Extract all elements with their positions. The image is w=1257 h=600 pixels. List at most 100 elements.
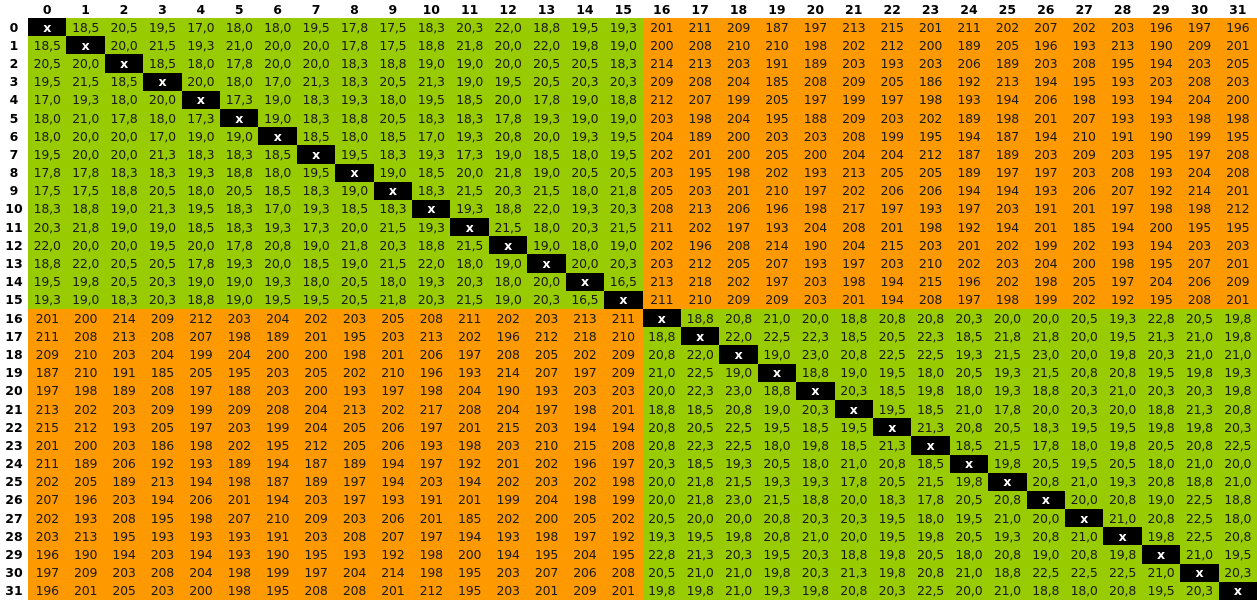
matrix-cell[interactable]: 202: [373, 399, 413, 419]
matrix-cell[interactable]: 213: [66, 527, 105, 546]
matrix-cell[interactable]: 202: [988, 236, 1027, 255]
matrix-cell[interactable]: 18,5: [66, 18, 105, 37]
matrix-cell[interactable]: 20,5: [104, 18, 144, 37]
matrix-cell[interactable]: 201: [488, 454, 528, 473]
matrix-cell[interactable]: 18,3: [181, 145, 221, 164]
matrix-cell[interactable]: 20,8: [911, 563, 950, 582]
matrix-cell[interactable]: 187: [757, 18, 797, 37]
matrix-cell[interactable]: 18,5: [181, 218, 221, 237]
matrix-cell[interactable]: 189: [104, 472, 144, 491]
matrix-cell[interactable]: 22,5: [719, 436, 758, 455]
diagonal-cell[interactable]: x: [373, 181, 413, 200]
matrix-cell[interactable]: 193: [1103, 236, 1142, 255]
matrix-cell[interactable]: 197: [335, 472, 374, 491]
matrix-cell[interactable]: 18,3: [373, 199, 413, 219]
matrix-cell[interactable]: 192: [949, 72, 989, 91]
matrix-cell[interactable]: 19,3: [66, 90, 105, 109]
matrix-cell[interactable]: 19,0: [1141, 490, 1181, 510]
matrix-cell[interactable]: 193: [488, 527, 528, 546]
matrix-cell[interactable]: 21,0: [1180, 454, 1219, 473]
matrix-cell[interactable]: 23,0: [719, 381, 758, 400]
matrix-cell[interactable]: 193: [143, 527, 182, 546]
matrix-cell[interactable]: 20,5: [565, 54, 605, 73]
matrix-cell[interactable]: 218: [680, 272, 720, 291]
matrix-cell[interactable]: 20,0: [949, 581, 989, 600]
matrix-cell[interactable]: 18,5: [104, 72, 144, 91]
matrix-cell[interactable]: 195: [104, 527, 144, 546]
matrix-cell[interactable]: 17,0: [181, 18, 221, 37]
matrix-cell[interactable]: 204: [834, 145, 873, 164]
matrix-cell[interactable]: 198: [988, 108, 1027, 128]
matrix-cell[interactable]: 18,0: [565, 236, 605, 255]
matrix-cell[interactable]: 203: [1218, 72, 1257, 91]
matrix-cell[interactable]: 201: [450, 490, 489, 510]
matrix-cell[interactable]: 194: [258, 490, 297, 510]
matrix-cell[interactable]: 193: [66, 509, 105, 528]
matrix-cell[interactable]: 20,0: [66, 54, 105, 73]
matrix-cell[interactable]: 21,5: [911, 472, 950, 491]
matrix-cell[interactable]: 202: [911, 108, 950, 128]
matrix-cell[interactable]: 21,0: [719, 563, 758, 582]
matrix-cell[interactable]: 203: [680, 181, 720, 200]
matrix-cell[interactable]: 209: [719, 290, 758, 309]
matrix-cell[interactable]: 215: [872, 18, 912, 37]
matrix-cell[interactable]: 215: [488, 418, 528, 437]
diagonal-cell[interactable]: x: [872, 418, 912, 437]
matrix-cell[interactable]: 214: [642, 54, 681, 73]
matrix-cell[interactable]: 208: [642, 199, 681, 219]
matrix-cell[interactable]: 197: [181, 381, 221, 400]
matrix-cell[interactable]: 18,5: [28, 36, 67, 55]
matrix-cell[interactable]: 19,3: [335, 90, 374, 109]
matrix-cell[interactable]: 20,3: [796, 399, 835, 419]
matrix-cell[interactable]: 206: [1180, 272, 1219, 291]
matrix-cell[interactable]: 203: [988, 254, 1027, 273]
matrix-cell[interactable]: 198: [565, 399, 605, 419]
matrix-cell[interactable]: 21,0: [220, 36, 259, 55]
matrix-cell[interactable]: 21,3: [872, 436, 912, 455]
matrix-cell[interactable]: 202: [757, 163, 797, 182]
matrix-cell[interactable]: 17,8: [181, 254, 221, 273]
matrix-cell[interactable]: 207: [28, 490, 67, 510]
diagonal-cell[interactable]: x: [412, 199, 451, 219]
matrix-cell[interactable]: 17,5: [373, 36, 413, 55]
matrix-cell[interactable]: 20,5: [988, 418, 1027, 437]
matrix-cell[interactable]: 20,8: [642, 345, 681, 364]
diagonal-cell[interactable]: x: [949, 454, 989, 473]
matrix-cell[interactable]: 18,0: [565, 181, 605, 200]
matrix-cell[interactable]: 194: [1141, 54, 1181, 73]
matrix-cell[interactable]: 198: [220, 581, 259, 600]
matrix-cell[interactable]: 200: [181, 581, 221, 600]
matrix-cell[interactable]: 20,8: [872, 454, 912, 473]
matrix-cell[interactable]: 193: [911, 199, 950, 219]
matrix-cell[interactable]: 20,0: [834, 527, 873, 546]
matrix-cell[interactable]: 20,0: [834, 490, 873, 510]
matrix-cell[interactable]: 21,0: [66, 108, 105, 128]
matrix-cell[interactable]: 209: [143, 399, 182, 419]
matrix-cell[interactable]: 204: [220, 345, 259, 364]
matrix-cell[interactable]: 20,8: [911, 309, 950, 328]
matrix-cell[interactable]: 198: [335, 345, 374, 364]
matrix-cell[interactable]: 204: [181, 563, 221, 582]
matrix-cell[interactable]: 198: [796, 36, 835, 55]
matrix-cell[interactable]: 202: [527, 454, 566, 473]
matrix-cell[interactable]: 189: [296, 472, 336, 491]
matrix-cell[interactable]: 185: [450, 509, 489, 528]
matrix-cell[interactable]: 211: [680, 18, 720, 37]
matrix-cell[interactable]: 198: [1064, 90, 1104, 109]
diagonal-cell[interactable]: x: [796, 381, 835, 400]
matrix-cell[interactable]: 17,8: [66, 163, 105, 182]
matrix-cell[interactable]: 203: [1103, 18, 1142, 37]
matrix-cell[interactable]: 209: [604, 345, 643, 364]
matrix-cell[interactable]: 20,3: [604, 199, 643, 219]
matrix-cell[interactable]: 20,3: [1180, 581, 1219, 600]
matrix-cell[interactable]: 18,0: [488, 272, 528, 291]
matrix-cell[interactable]: 204: [143, 345, 182, 364]
matrix-cell[interactable]: 209: [565, 581, 605, 600]
matrix-cell[interactable]: 19,3: [527, 108, 566, 128]
matrix-cell[interactable]: 17,3: [450, 145, 489, 164]
matrix-cell[interactable]: 191: [258, 527, 297, 546]
matrix-cell[interactable]: 19,5: [757, 545, 797, 564]
matrix-cell[interactable]: 19,5: [834, 418, 873, 437]
diagonal-cell[interactable]: x: [757, 363, 797, 382]
matrix-cell[interactable]: 195: [1064, 72, 1104, 91]
